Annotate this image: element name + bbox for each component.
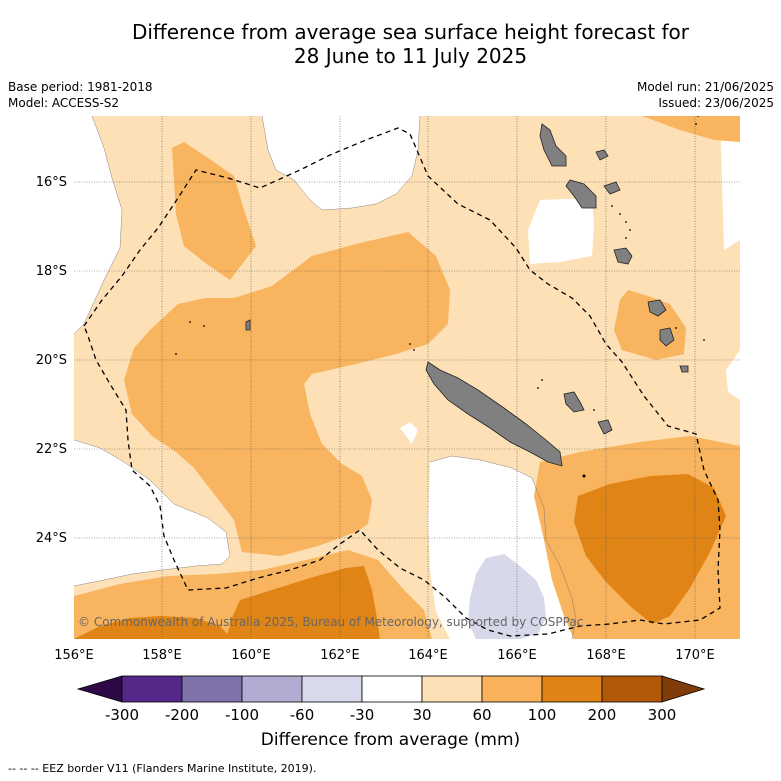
colorbar-tick: -200 xyxy=(165,706,199,724)
colorbar-swatch-60-100 xyxy=(481,675,543,703)
colorbar-swatch-neg100-neg60 xyxy=(241,675,303,703)
lon-label-168e: 168°E xyxy=(586,648,626,663)
lon-label-158e: 158°E xyxy=(142,648,182,663)
neutral-region-east xyxy=(528,198,594,264)
latitude-labels: 16°S 18°S 20°S 22°S 24°S xyxy=(36,175,67,546)
colorbar-tick: 60 xyxy=(472,706,491,724)
colorbar-tick: -300 xyxy=(105,706,139,724)
issued-date: Issued: 23/06/2025 xyxy=(658,96,774,110)
lon-label-166e: 166°E xyxy=(497,648,537,663)
neutral-region-north xyxy=(262,116,420,210)
colorbar-tick: -100 xyxy=(225,706,259,724)
map-credit: © Commonwealth of Australia 2025, Bureau… xyxy=(78,615,583,629)
colorbar-tick: -30 xyxy=(350,706,375,724)
neutral-region-small xyxy=(400,422,418,444)
lat-label-24s: 24°S xyxy=(36,531,67,546)
anomaly-band-neg30-neg60 xyxy=(468,554,546,639)
anomaly-band-100-200-se xyxy=(574,474,726,624)
vanuatu-island-tanna xyxy=(659,327,675,347)
lon-label-162e: 162°E xyxy=(320,648,360,663)
colorbar-swatch-neg30-30 xyxy=(361,675,423,703)
colorbar-extend-high xyxy=(661,675,706,703)
graticule xyxy=(74,116,740,639)
title-line-1: Difference from average sea surface heig… xyxy=(131,20,690,44)
lon-label-164e: 164°E xyxy=(408,648,448,663)
colorbar-swatch-30-60 xyxy=(421,675,483,703)
land xyxy=(245,123,689,467)
longitude-labels: 156°E 158°E 160°E 162°E 164°E 166°E 168°… xyxy=(54,648,715,663)
colorbar-ticks: -300 -200 -100 -60 -30 30 60 100 200 300 xyxy=(105,706,676,724)
model-run: Model run: 21/06/2025 xyxy=(636,80,774,94)
meta-left: Base period: 1981-2018 Model: ACCESS-S2 xyxy=(8,79,153,111)
anomaly-band-100-200-sw xyxy=(74,616,232,639)
eez-border-line xyxy=(83,127,721,637)
colorbar-tick: 100 xyxy=(528,706,557,724)
colorbar-tick: 30 xyxy=(412,706,431,724)
vanuatu-island-efate xyxy=(613,247,633,265)
neutral-region-sw xyxy=(74,440,230,586)
vanuatu-island-malekula xyxy=(565,179,597,209)
colorbar-swatch-100-200 xyxy=(541,675,603,703)
lon-label-170e: 170°E xyxy=(675,648,715,663)
anomaly-band-60-100-north xyxy=(172,142,256,280)
anomaly-band-60-100-central xyxy=(124,232,450,556)
neutral-region-ne xyxy=(720,116,740,250)
colorbar-swatch-200-300 xyxy=(601,675,663,703)
lat-label-18s: 18°S xyxy=(36,264,67,279)
lon-label-156e: 156°E xyxy=(54,648,94,663)
colorbar-swatch-neg300-neg200 xyxy=(121,675,183,703)
colorbar-swatch-neg200-neg100 xyxy=(181,675,243,703)
colorbar-tick: -60 xyxy=(290,706,315,724)
neutral-region-e-edge xyxy=(726,350,740,400)
colorbar-swatch-neg60-neg30 xyxy=(301,675,363,703)
vanuatu-island-espiritu-santo xyxy=(539,123,567,167)
lat-label-20s: 20°S xyxy=(36,353,67,368)
loyalty-island-mare xyxy=(597,419,613,435)
vanuatu-island-erromango xyxy=(647,299,667,317)
new-caledonia-island xyxy=(425,361,563,467)
title-line-2: 28 June to 11 July 2025 xyxy=(293,44,528,68)
base-period: Base period: 1981-2018 xyxy=(8,80,153,94)
vanuatu-island-small-2 xyxy=(603,181,621,195)
vanuatu-island-small-1 xyxy=(595,149,609,161)
small-islets xyxy=(175,116,705,478)
anomaly-band-60-100-ne xyxy=(642,116,740,142)
meta-right: Model run: 21/06/2025 Issued: 23/06/2025 xyxy=(637,79,774,111)
colorbar-tick: 200 xyxy=(588,706,617,724)
colorbar xyxy=(76,675,706,703)
colorbar-label: Difference from average (mm) xyxy=(260,730,521,750)
colorbar-extend-low xyxy=(76,675,123,703)
loyalty-island-lifou xyxy=(563,391,585,413)
island-hunter xyxy=(679,365,689,373)
eez-legend-note: -- -- -- EEZ border V11 (Flanders Marine… xyxy=(8,762,317,775)
anomaly-band-100-200-south xyxy=(226,566,380,639)
map-area xyxy=(74,116,740,639)
map-title: Difference from average sea surface heig… xyxy=(0,20,781,68)
colorbar-tick: 300 xyxy=(648,706,677,724)
island-chesterfield xyxy=(245,319,251,331)
model-name: Model: ACCESS-S2 xyxy=(8,96,120,110)
lat-label-16s: 16°S xyxy=(36,175,67,190)
lat-label-22s: 22°S xyxy=(36,442,67,457)
lon-label-160e: 160°E xyxy=(231,648,271,663)
